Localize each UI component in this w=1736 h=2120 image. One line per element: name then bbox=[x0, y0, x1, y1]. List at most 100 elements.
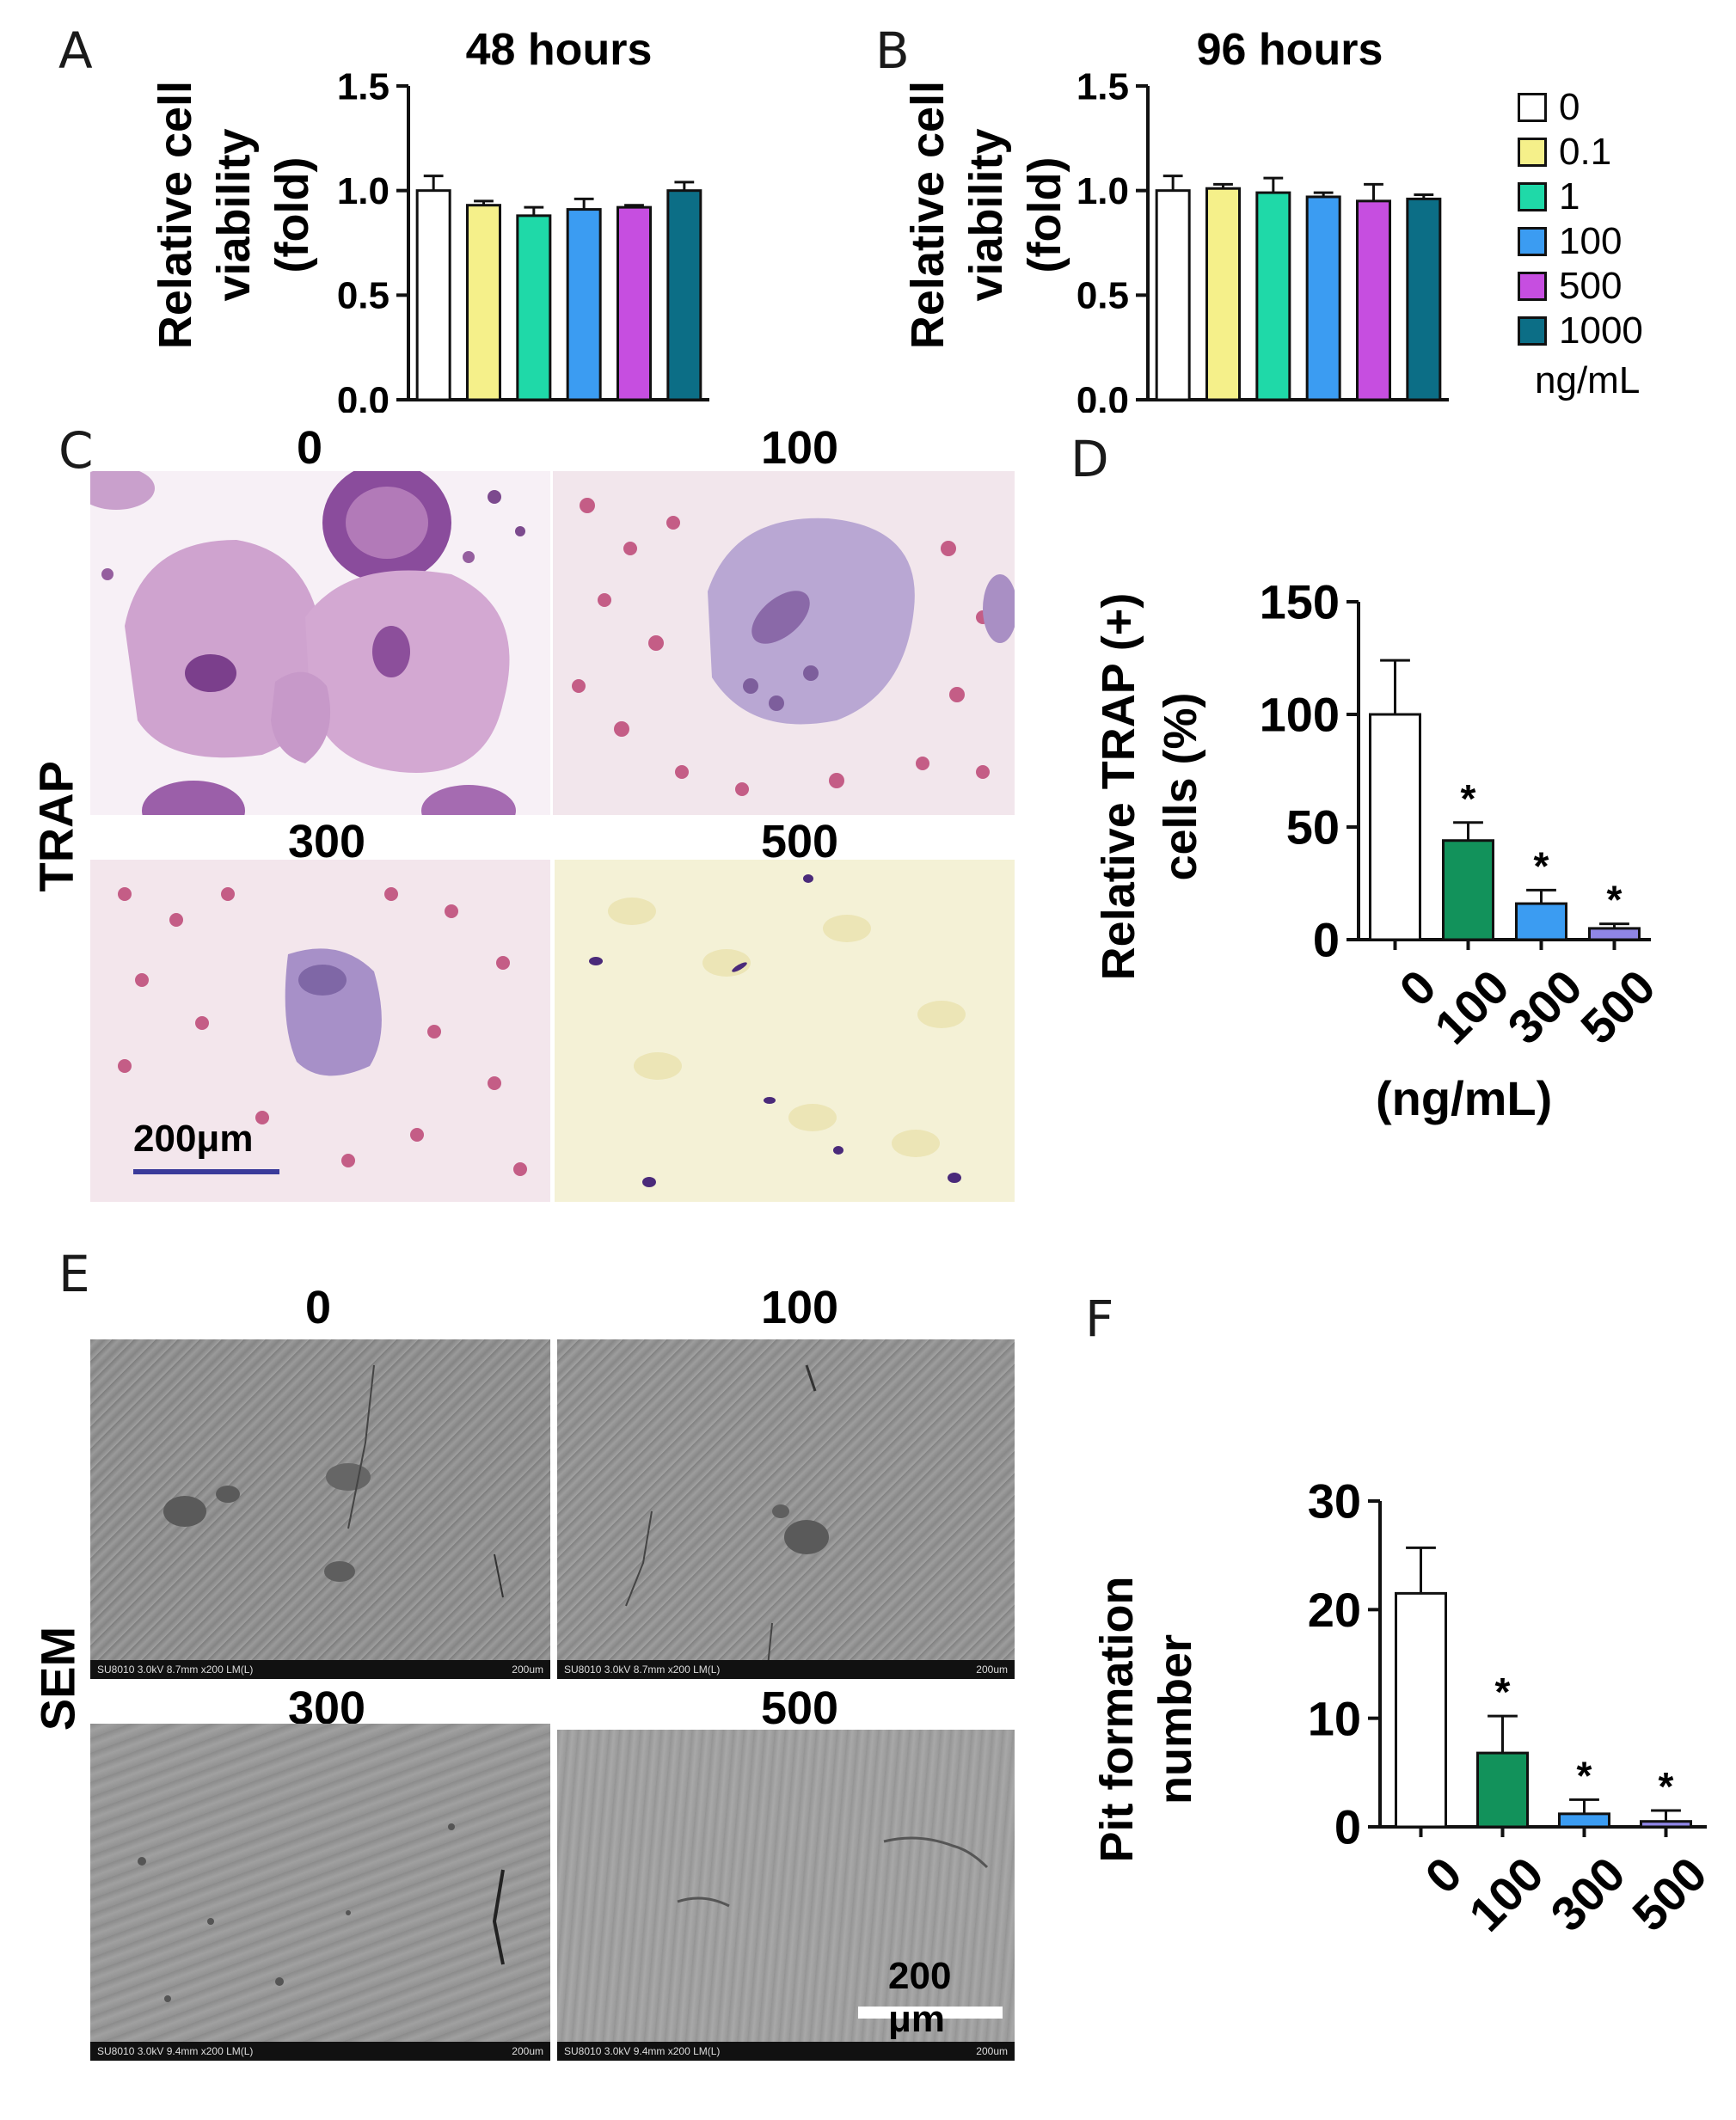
panel-label-b: B bbox=[875, 21, 910, 80]
bar bbox=[516, 214, 552, 401]
chart-d: Relative TRAP (+) cells (%) (ng/mL) 0 50 1… bbox=[1093, 575, 1665, 1125]
panel-label-e: E bbox=[58, 1245, 90, 1303]
legend-label: 0.1 bbox=[1559, 131, 1612, 173]
legend-swatch bbox=[1518, 138, 1547, 167]
y-tick-label: 0.0 bbox=[1077, 379, 1129, 413]
legend: 0 0.1 1 100 500 1000 ng/mL bbox=[1518, 86, 1733, 413]
trap-image-500 bbox=[555, 860, 1015, 1202]
legend-item: 1000 bbox=[1518, 309, 1643, 352]
sem-info-scale: 200um bbox=[976, 2045, 1008, 2057]
y-tick-label: 0 bbox=[1313, 913, 1340, 967]
trap-label-500: 500 bbox=[760, 816, 839, 867]
bar bbox=[1356, 199, 1391, 401]
legend-label: 100 bbox=[1559, 220, 1623, 262]
y-tick-label: 0 bbox=[1334, 1800, 1361, 1854]
legend-item: 500 bbox=[1518, 265, 1622, 308]
sem-info-bar: SU8010 3.0kV 9.4mm x200 LM(L) 200um bbox=[557, 2042, 1015, 2061]
chart-a: 48 hours Relative cell viability (fold) … bbox=[0, 0, 860, 413]
y-tick-label: 1.5 bbox=[337, 65, 390, 107]
y-tick-label: 20 bbox=[1308, 1583, 1361, 1637]
y-tick-label: 1.5 bbox=[1077, 65, 1129, 107]
significance-marker: * bbox=[1495, 1670, 1511, 1714]
legend-label: 1 bbox=[1559, 175, 1580, 218]
significance-marker: * bbox=[1659, 1764, 1674, 1809]
trap-image-0 bbox=[90, 471, 550, 815]
legend-swatch bbox=[1518, 227, 1547, 256]
legend-unit: ng/mL bbox=[1535, 359, 1641, 401]
y-tick-label: 150 bbox=[1260, 575, 1340, 629]
trap-image-0-svg bbox=[90, 471, 525, 815]
y-tick-label: 100 bbox=[1260, 688, 1340, 742]
legend-item: 1 bbox=[1518, 175, 1580, 218]
bar bbox=[1640, 1820, 1692, 1829]
sem-image-500: 200 μm SU8010 3.0kV 9.4mm x200 LM(L) 200u… bbox=[557, 1730, 1015, 2061]
bar bbox=[1476, 1751, 1529, 1829]
y-tick-label: 50 bbox=[1286, 800, 1340, 855]
y-tick-label: 1.0 bbox=[1077, 170, 1129, 212]
sem-label-500: 500 bbox=[760, 1682, 839, 1734]
x-tick-label: 0 bbox=[1414, 1847, 1472, 1904]
bar bbox=[1395, 1591, 1447, 1829]
panel-label-f: F bbox=[1085, 1290, 1114, 1348]
sem-info-scale: 200um bbox=[512, 1664, 543, 1676]
y-tick-label: 0.0 bbox=[337, 379, 390, 413]
bar bbox=[666, 189, 702, 401]
sem-info-bar: SU8010 3.0kV 8.7mm x200 LM(L) 200um bbox=[90, 1660, 550, 1679]
legend-label: 0 bbox=[1559, 86, 1580, 128]
x-tick-label: 100 bbox=[1458, 1847, 1554, 1942]
legend-swatch bbox=[1518, 316, 1547, 346]
legend-swatch bbox=[1518, 182, 1547, 211]
trap-image-300: 200μm bbox=[90, 860, 550, 1202]
bar bbox=[1406, 197, 1442, 401]
significance-marker: * bbox=[1534, 843, 1549, 888]
y-tick-label: 0.5 bbox=[1077, 275, 1129, 317]
sem-image-300-svg bbox=[138, 1823, 505, 2002]
sem-image-0-svg bbox=[163, 1364, 504, 1598]
significance-marker: * bbox=[1461, 776, 1476, 821]
bar bbox=[1442, 839, 1494, 941]
significance-marker: * bbox=[1577, 1753, 1592, 1798]
bar bbox=[415, 189, 451, 401]
sem-info-text: SU8010 3.0kV 8.7mm x200 LM(L) bbox=[564, 1664, 721, 1676]
y-tick-label: 30 bbox=[1308, 1474, 1361, 1529]
panel-label-c: C bbox=[58, 421, 94, 480]
sem-image-100: SU8010 3.0kV 8.7mm x200 LM(L) 200um bbox=[557, 1339, 1015, 1679]
bar bbox=[616, 205, 652, 401]
bar bbox=[1155, 189, 1191, 401]
x-tick-label: 300 bbox=[1540, 1847, 1635, 1942]
sem-image-500-svg bbox=[677, 1836, 1003, 2019]
y-tick-label: 10 bbox=[1308, 1691, 1361, 1745]
trap-label-100: 100 bbox=[760, 422, 839, 474]
sem-label-0: 0 bbox=[304, 1282, 332, 1333]
significance-marker: * bbox=[1607, 878, 1623, 922]
bar bbox=[466, 204, 501, 401]
legend-label: 1000 bbox=[1559, 309, 1643, 352]
trap-label-300: 300 bbox=[287, 816, 366, 867]
panel-label-d: D bbox=[1070, 430, 1109, 488]
sem-image-100-svg bbox=[625, 1364, 829, 1667]
legend-item: 100 bbox=[1518, 220, 1622, 263]
legend-swatch bbox=[1518, 272, 1547, 301]
y-tick-label: 0.5 bbox=[337, 275, 390, 317]
bar bbox=[1205, 187, 1241, 401]
sem-info-bar: SU8010 3.0kV 8.7mm x200 LM(L) 200um bbox=[557, 1660, 1015, 1679]
y-tick-label: 1.0 bbox=[337, 170, 390, 212]
sem-scalebar-label: 200 μm bbox=[888, 1955, 952, 2040]
sem-info-scale: 200um bbox=[976, 1664, 1008, 1676]
chart-b: 96 hours Relative cell viability (fold) … bbox=[0, 0, 1736, 413]
chart-title: 96 hours bbox=[1196, 25, 1383, 75]
sem-info-text: SU8010 3.0kV 8.7mm x200 LM(L) bbox=[97, 1664, 254, 1676]
panel-label-a: A bbox=[58, 21, 93, 80]
legend-label: 500 bbox=[1559, 265, 1623, 307]
trap-label-0: 0 bbox=[296, 422, 323, 474]
x-axis-label: (ng/mL) bbox=[1376, 1071, 1553, 1125]
bar bbox=[1558, 1812, 1610, 1829]
legend-item: 0 bbox=[1518, 86, 1580, 129]
trap-image-100-svg bbox=[572, 498, 1015, 796]
trap-scalebar-label: 200μm bbox=[133, 1118, 254, 1160]
chart-a-svg: 0.0 0.5 1.0 1.5 bbox=[337, 65, 709, 413]
trap-image-100 bbox=[553, 471, 1015, 815]
chart-b-svg: 0.0 0.5 1.0 1.5 bbox=[1077, 65, 1449, 413]
